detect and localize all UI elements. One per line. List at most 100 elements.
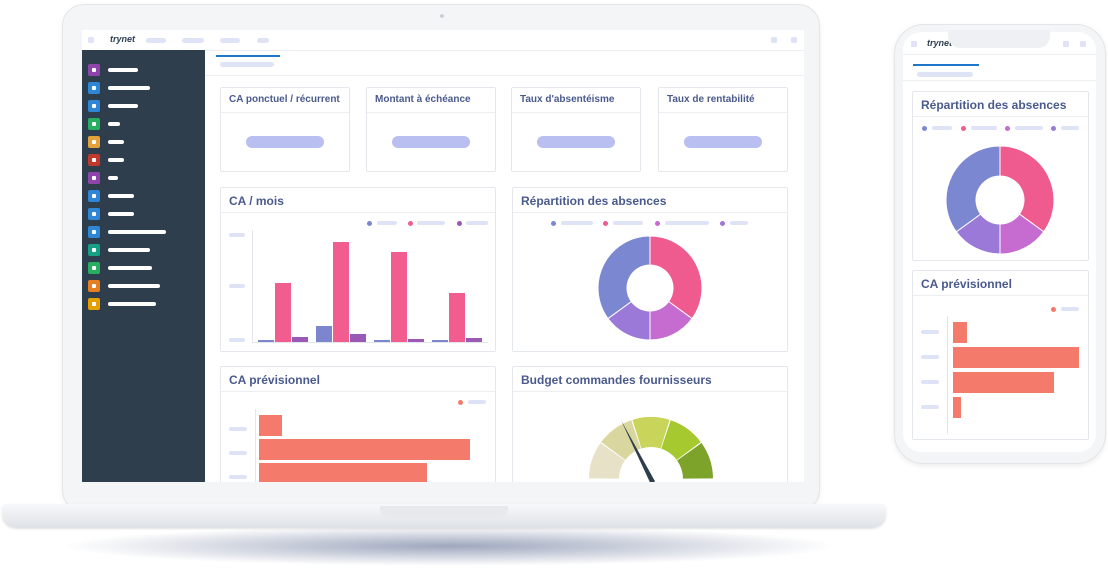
legend-label — [1061, 307, 1079, 311]
y-tick-label — [229, 233, 245, 237]
ca-previsionnel-card: CA prévisionnel — [220, 366, 496, 482]
sidebar-item-label — [108, 266, 152, 270]
sidebar-item[interactable] — [88, 153, 124, 167]
ca-previsionnel-card: CA prévisionnel — [912, 270, 1089, 440]
nav-link-4[interactable] — [257, 38, 269, 43]
sidebar-item-label — [108, 122, 120, 126]
hbar[interactable] — [953, 347, 1079, 368]
legend-dot — [720, 221, 725, 226]
legend-dot — [458, 400, 463, 405]
bar[interactable] — [275, 282, 291, 342]
sidebar-item[interactable] — [88, 171, 118, 185]
sidebar-item-icon — [88, 172, 100, 184]
bar[interactable] — [258, 340, 274, 342]
legend-dot — [1051, 307, 1056, 312]
legend-dot — [961, 126, 966, 131]
sidebar-item-icon — [88, 190, 100, 202]
nav-link-3[interactable] — [220, 38, 240, 43]
app-logo[interactable]: trynet — [110, 34, 136, 44]
absences-card: Répartition des absences — [512, 187, 788, 352]
sidebar-item-label — [108, 248, 150, 252]
donut-slice[interactable] — [649, 236, 702, 320]
sidebar-item[interactable] — [88, 81, 150, 95]
sidebar-item-label — [108, 194, 134, 198]
hbar[interactable] — [953, 322, 967, 343]
legend-dot — [922, 126, 927, 131]
card-divider — [513, 391, 787, 392]
tab-active[interactable] — [216, 55, 280, 73]
kpi-card[interactable]: Montant à échéance — [366, 87, 496, 172]
card-divider — [913, 116, 1088, 117]
donut-slice[interactable] — [999, 146, 1054, 233]
sidebar-item[interactable] — [88, 297, 156, 311]
absences-card: Répartition des absences — [912, 91, 1089, 261]
card-divider — [221, 212, 495, 213]
notifications-icon[interactable] — [1063, 41, 1069, 47]
hbar[interactable] — [953, 397, 961, 418]
sidebar-item-label — [108, 68, 138, 72]
bar[interactable] — [316, 325, 332, 342]
top-bar-divider — [903, 54, 1096, 55]
card-divider — [913, 295, 1088, 296]
bar[interactable] — [449, 293, 465, 342]
sidebar-item-label — [108, 302, 156, 306]
nav-link-2[interactable] — [182, 38, 204, 43]
bar[interactable] — [333, 242, 349, 342]
kpi-title: Montant à échéance — [375, 94, 471, 105]
legend-dot — [551, 221, 556, 226]
kpi-card[interactable]: Taux d'absentéisme — [511, 87, 641, 172]
sidebar-item[interactable] — [88, 99, 138, 113]
card-divider — [512, 112, 640, 113]
hbar[interactable] — [259, 463, 428, 482]
user-icon[interactable] — [791, 37, 797, 43]
sidebar-item[interactable] — [88, 117, 120, 131]
bar[interactable] — [374, 340, 390, 342]
hbar[interactable] — [953, 372, 1054, 393]
phone-screen: trynet Répartition des absences CA prévi… — [903, 32, 1096, 452]
bar[interactable] — [432, 340, 448, 342]
hbar[interactable] — [259, 415, 283, 436]
bar[interactable] — [292, 336, 308, 342]
sidebar-item[interactable] — [88, 189, 134, 203]
bar[interactable] — [408, 338, 424, 342]
sidebar-item[interactable] — [88, 207, 134, 221]
donut-slice[interactable] — [598, 236, 651, 320]
menu-icon[interactable] — [88, 37, 94, 43]
top-bar: trynet — [82, 30, 804, 51]
sidebar-item[interactable] — [88, 261, 152, 275]
hbar[interactable] — [259, 439, 470, 460]
bar[interactable] — [350, 333, 366, 342]
bar[interactable] — [391, 252, 407, 342]
kpi-card[interactable]: Taux de rentabilité — [658, 87, 788, 172]
laptop-camera — [440, 14, 444, 18]
tab-label — [917, 72, 973, 77]
notifications-icon[interactable] — [771, 37, 777, 43]
card-title: CA prévisionnel — [921, 277, 1012, 291]
phone-notch — [948, 30, 1050, 48]
nav-link-1[interactable] — [146, 38, 166, 43]
y-tick-label — [229, 451, 247, 455]
y-tick-label — [921, 330, 939, 334]
user-icon[interactable] — [1080, 41, 1086, 47]
legend-label — [468, 400, 486, 404]
donut-slice[interactable] — [946, 146, 1001, 233]
app-logo[interactable]: trynet — [927, 38, 953, 48]
sidebar-item[interactable] — [88, 279, 160, 293]
sidebar-item[interactable] — [88, 135, 124, 149]
sidebar — [82, 50, 205, 482]
sidebar-item[interactable] — [88, 225, 166, 239]
bar[interactable] — [466, 337, 482, 342]
kpi-card[interactable]: CA ponctuel / récurrent — [220, 87, 350, 172]
card-divider — [513, 212, 787, 213]
sidebar-item[interactable] — [88, 63, 138, 77]
y-tick-label — [229, 475, 247, 479]
sidebar-item-icon — [88, 262, 100, 274]
legend-label — [665, 221, 709, 225]
tab-divider — [903, 80, 1096, 81]
tab-active[interactable] — [913, 64, 979, 78]
kpi-value-placeholder — [246, 136, 324, 148]
sidebar-item-label — [108, 176, 118, 180]
sidebar-item[interactable] — [88, 243, 150, 257]
menu-icon[interactable] — [911, 41, 917, 47]
legend-dot — [603, 221, 608, 226]
